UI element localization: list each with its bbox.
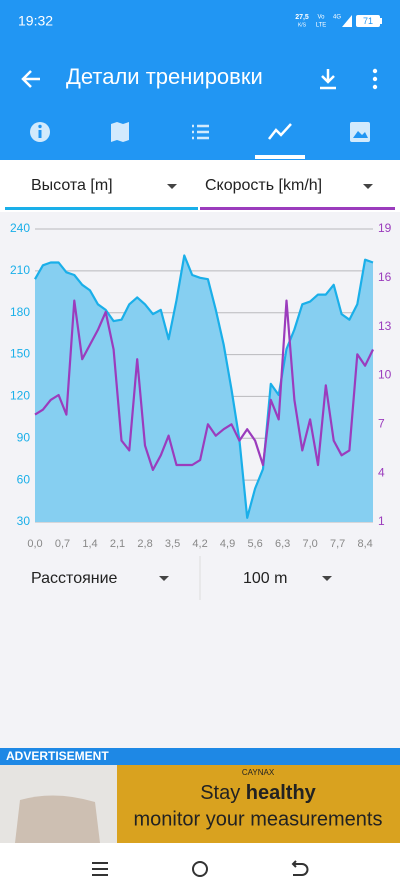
net-speed: 27,5	[295, 14, 309, 21]
x-tick-label: 5,6	[247, 538, 262, 550]
status-time: 19:32	[18, 13, 53, 29]
ad-headline: Stay healthy	[200, 782, 316, 804]
ad-brand: CAYNAX	[242, 768, 275, 777]
ad-label-bg	[0, 748, 400, 765]
x-tick-label: 6,3	[275, 538, 290, 550]
right-axis-selector[interactable]: Скорость [km/h]	[205, 177, 322, 194]
x-tick-label: 1,4	[82, 538, 97, 550]
y2-tick-label: 4	[378, 465, 385, 479]
x-tick-label: 8,4	[357, 538, 372, 550]
signal-label: LTE	[316, 23, 327, 29]
y-tick-label: 150	[10, 347, 30, 361]
y2-tick-label: 19	[378, 221, 392, 235]
battery-level: 71	[363, 16, 373, 26]
x-tick-label: 4,2	[192, 538, 207, 550]
tab-image[interactable]	[350, 122, 370, 142]
signal-label: Vo	[317, 15, 325, 21]
ad-banner[interactable]	[117, 765, 400, 843]
selector-bg	[0, 160, 400, 212]
ad-tagline: monitor your measurements	[134, 808, 383, 830]
tab-info[interactable]	[30, 122, 50, 142]
x-tick-label: 7,7	[330, 538, 345, 550]
signal-label: 4G	[333, 15, 341, 21]
x-tick-label: 0,0	[27, 538, 42, 550]
back-button[interactable]	[21, 70, 40, 88]
x-axis-selector[interactable]: Расстояние	[31, 570, 118, 587]
dropdown-arrow[interactable]	[363, 184, 373, 189]
y-tick-label: 30	[17, 514, 31, 528]
x-tick-label: 2,1	[110, 538, 125, 550]
y-tick-label: 60	[17, 472, 31, 486]
ad-headline-2: healthy	[246, 782, 317, 804]
tab-map[interactable]	[111, 122, 129, 142]
right-axis-underline	[200, 207, 395, 210]
nav-recents[interactable]	[92, 862, 108, 876]
battery-tip	[380, 18, 382, 24]
series-line	[34, 299, 374, 471]
signal-icon	[342, 15, 352, 27]
nav-bar	[0, 843, 400, 896]
tab-list[interactable]	[192, 124, 209, 140]
x-tick-label: 0,7	[55, 538, 70, 550]
y2-tick-label: 13	[378, 319, 392, 333]
ad-photo-figure	[15, 795, 100, 843]
tab-chart[interactable]	[268, 123, 292, 140]
header-bg	[0, 0, 400, 160]
left-axis-selector[interactable]: Высота [m]	[31, 177, 113, 194]
menu-button[interactable]	[372, 68, 378, 90]
y2-tick-label: 10	[378, 368, 392, 382]
app-title: Детали тренировки	[66, 64, 263, 89]
dropdown-arrow[interactable]	[159, 576, 169, 581]
y-tick-label: 120	[10, 389, 30, 403]
x-tick-label: 3,5	[165, 538, 180, 550]
x-tick-label: 4,9	[220, 538, 235, 550]
y2-tick-label: 16	[378, 270, 392, 284]
ad-label: ADVERTISEMENT	[6, 749, 109, 763]
dropdown-arrow[interactable]	[322, 576, 332, 581]
interval-selector[interactable]: 100 m	[243, 570, 287, 587]
ad-headline-1: Stay	[200, 782, 240, 804]
left-axis-underline	[5, 207, 198, 210]
y2-tick-label: 7	[378, 417, 385, 431]
y-tick-label: 90	[17, 430, 31, 444]
nav-home[interactable]	[192, 861, 208, 877]
nav-back[interactable]	[291, 860, 309, 876]
net-unit: K/S	[298, 22, 307, 28]
y-tick-label: 240	[10, 221, 30, 235]
y-tick-label: 210	[10, 263, 30, 277]
series-area	[35, 255, 373, 522]
battery	[356, 15, 380, 27]
x-tick-label: 2,8	[137, 538, 152, 550]
plot: 30 60 90 120 150 180 210 240 1 4 7 10 13 16 19 0,0 0,7 1,…	[10, 221, 392, 550]
y-tick-label: 180	[10, 305, 30, 319]
y2-tick-label: 1	[378, 514, 385, 528]
series-line	[34, 254, 374, 519]
dropdown-arrow[interactable]	[167, 184, 177, 189]
download-button[interactable]	[320, 69, 336, 90]
tab-indicator	[255, 155, 305, 159]
x-tick-label: 7,0	[302, 538, 317, 550]
